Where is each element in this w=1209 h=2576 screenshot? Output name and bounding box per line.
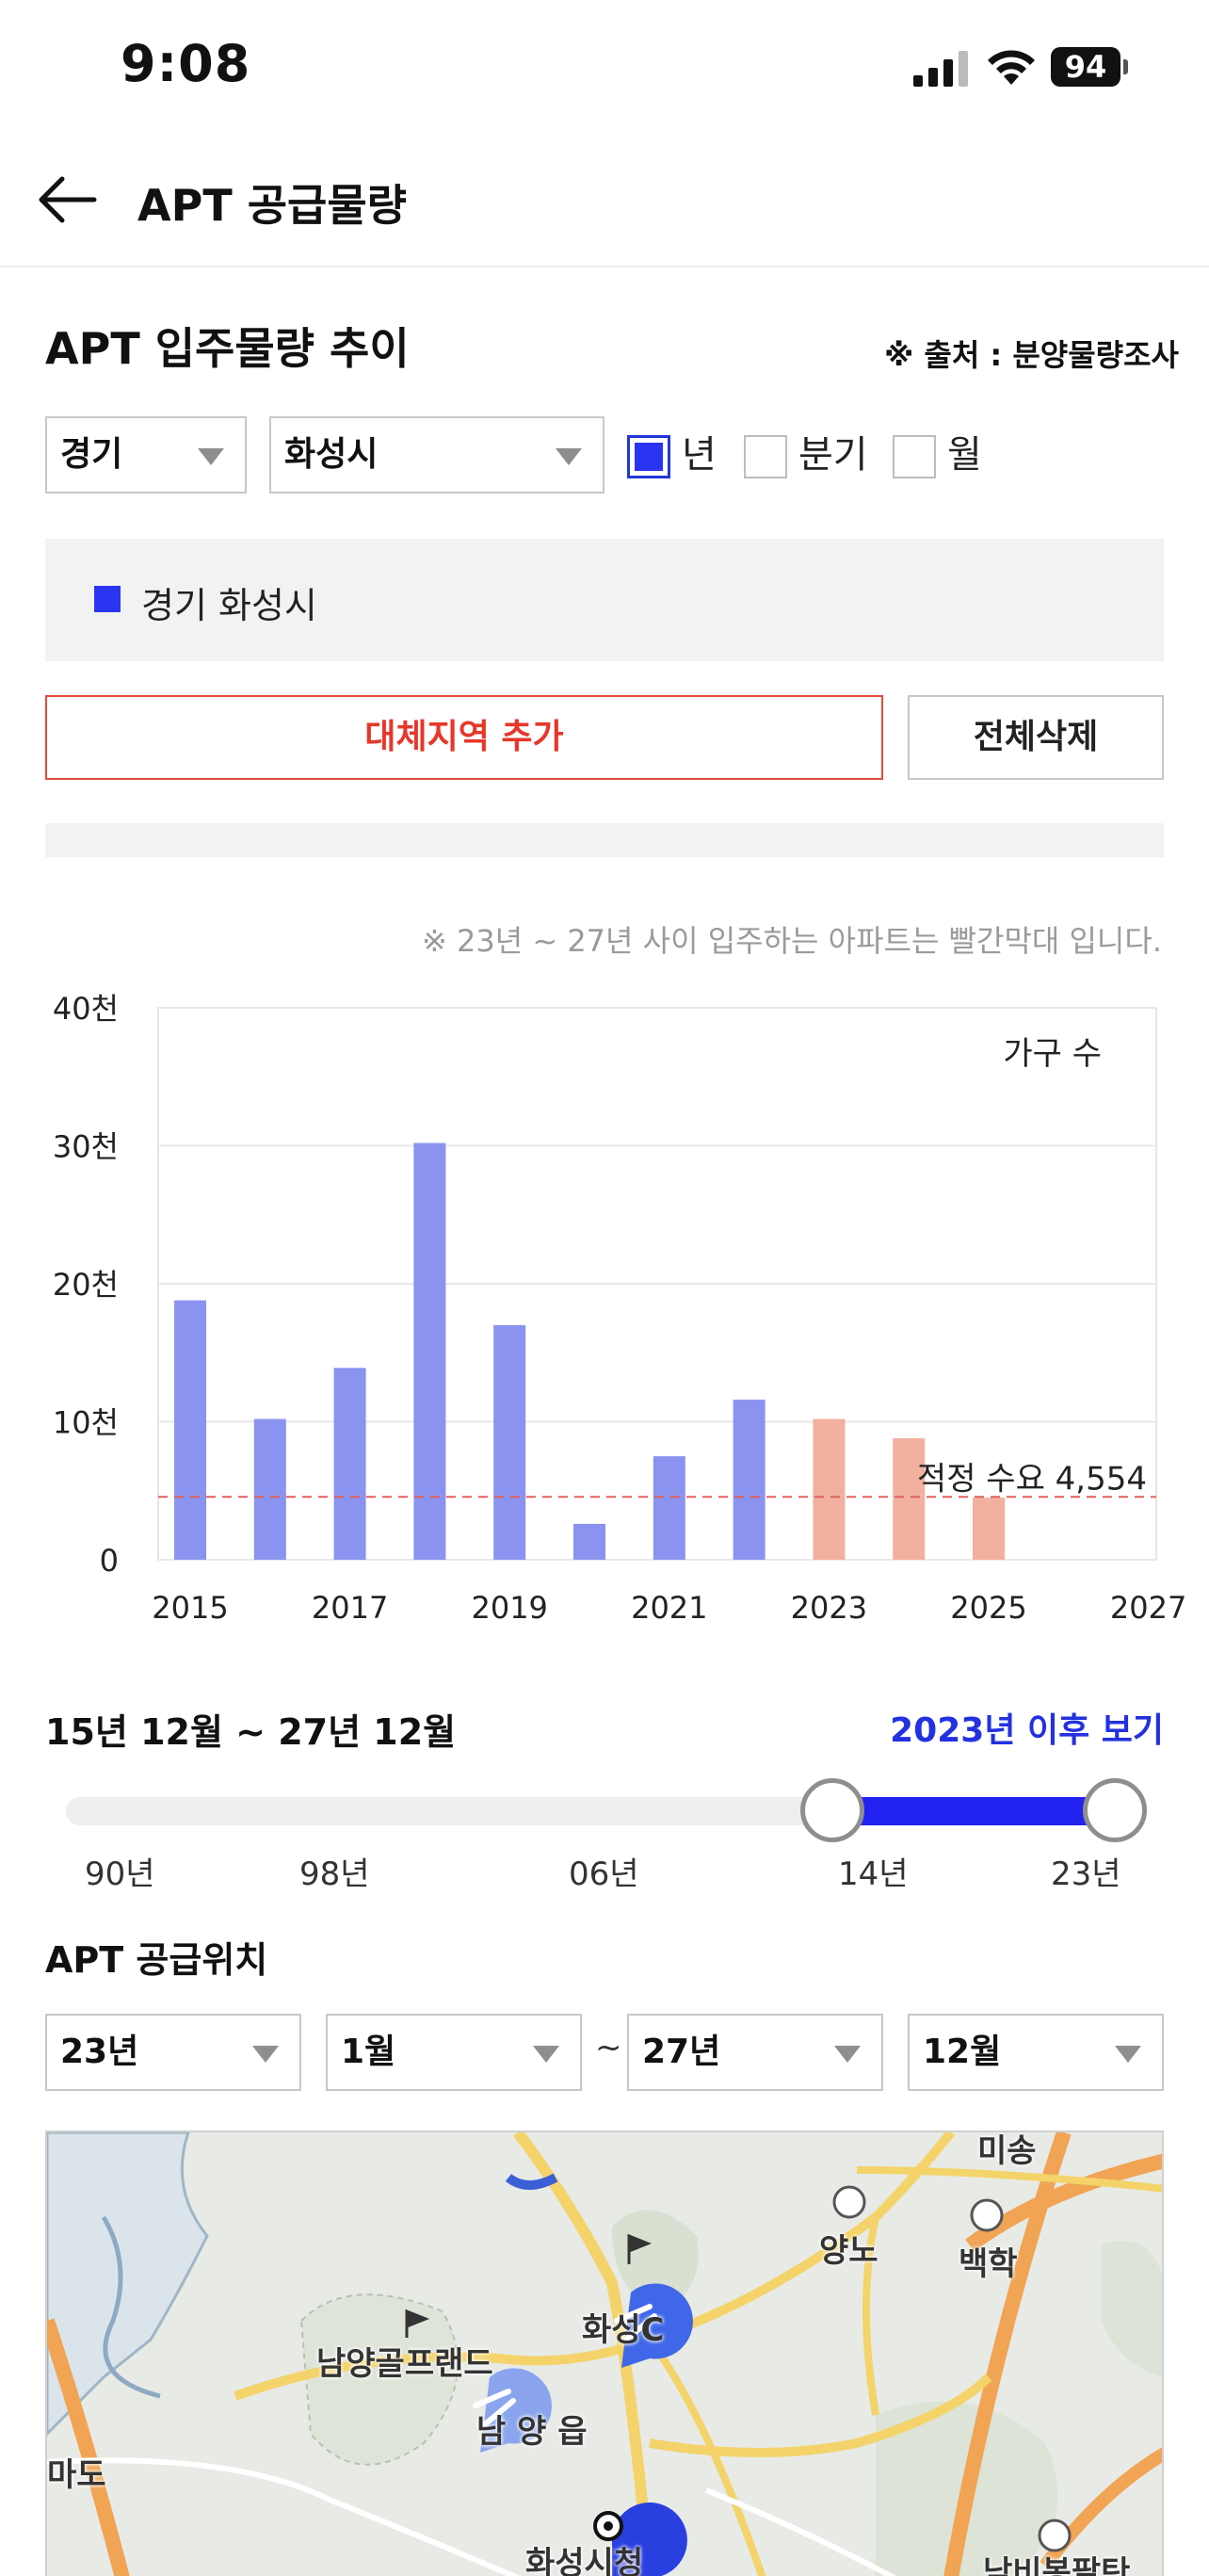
to-month-value: 12월 — [923, 2033, 1002, 2071]
bar — [653, 1456, 685, 1560]
auction-marker-icon — [612, 2503, 687, 2576]
bar — [493, 1324, 526, 1560]
period-option-label: 월 — [947, 433, 982, 477]
map-place-label: 미송 — [977, 2132, 1037, 2170]
reference-line-label: 적정 수요 4,554 — [917, 1460, 1147, 1498]
bar — [973, 1498, 1005, 1560]
to-year-select[interactable]: 27년 — [627, 2014, 883, 2091]
province-select-value: 경기 — [60, 435, 123, 474]
legend-swatch — [94, 586, 121, 612]
from-year-select[interactable]: 23년 — [45, 2014, 301, 2091]
period-option-label: 분기 — [798, 433, 868, 477]
slider-tick: 06년 — [569, 1855, 639, 1893]
x-tick-label: 2023 — [791, 1590, 867, 1626]
chevron-down-icon — [834, 2046, 861, 2063]
from-month-value: 1월 — [341, 2033, 396, 2071]
status-time: 9:08 — [121, 34, 251, 93]
y-axis-label: 가구 수 — [1003, 1035, 1102, 1073]
range-separator: ~ — [595, 2029, 622, 2066]
period-option-label: 년 — [682, 433, 717, 477]
x-tick-label: 2025 — [950, 1590, 1026, 1626]
x-tick-label: 2019 — [471, 1590, 547, 1626]
add-region-button[interactable]: 대체지역 추가 — [45, 695, 883, 780]
header: APT 공급물량 — [0, 132, 1209, 267]
province-select[interactable]: 경기 — [45, 416, 247, 494]
range-slider-fill — [832, 1797, 1115, 1825]
city-select-value: 화성시 — [284, 435, 379, 474]
auction-marker-icon — [614, 2283, 693, 2368]
y-tick-label: 0 — [100, 1543, 119, 1579]
bar — [174, 1300, 206, 1560]
page-title: APT 공급물량 — [137, 180, 407, 231]
divider-strip — [45, 823, 1164, 857]
y-tick-label: 30천 — [53, 1129, 119, 1165]
range-slider-end-handle[interactable] — [1083, 1778, 1147, 1842]
bar — [733, 1400, 766, 1560]
bar — [253, 1418, 286, 1560]
selected-regions: 경기 화성시 — [45, 539, 1164, 661]
map-place-label: 남비봉팔탄 — [983, 2554, 1131, 2576]
battery-level: 94 — [1051, 47, 1120, 87]
x-tick-label: 2015 — [152, 1590, 228, 1626]
map-place-label: 화성시청 — [525, 2545, 644, 2576]
x-tick-label: 2027 — [1110, 1590, 1186, 1626]
chevron-down-icon — [198, 448, 224, 465]
map-place-label: 화성C — [582, 2311, 665, 2349]
city-select[interactable]: 화성시 — [269, 416, 604, 494]
map-canvas — [47, 2132, 1162, 2576]
slider-tick: 90년 — [85, 1855, 155, 1893]
year-checkbox[interactable] — [627, 435, 670, 478]
clear-all-button[interactable]: 전체삭제 — [908, 695, 1164, 780]
map-place-label: 백학 — [959, 2245, 1018, 2283]
section-title: APT 입주물량 추이 — [45, 323, 410, 374]
chevron-down-icon — [252, 2046, 279, 2063]
map-place-label: 남양골프랜드 — [316, 2345, 493, 2383]
slider-tick: 14년 — [838, 1855, 909, 1893]
map-place-label: 남 양 읍 — [476, 2413, 588, 2451]
from-month-select[interactable]: 1월 — [326, 2014, 582, 2091]
back-arrow-icon[interactable] — [34, 171, 100, 228]
bar — [573, 1523, 605, 1560]
bar — [813, 1418, 846, 1560]
chevron-down-icon — [533, 2046, 559, 2063]
from-year-value: 23년 — [60, 2033, 139, 2071]
bar — [333, 1368, 366, 1560]
range-text: 15년 12월 ~ 27년 12월 — [45, 1711, 457, 1753]
to-month-select[interactable]: 12월 — [908, 2014, 1164, 2091]
month-checkbox[interactable] — [893, 435, 936, 478]
chevron-down-icon — [1115, 2046, 1141, 2063]
chevron-down-icon — [556, 448, 582, 465]
legend-label: 경기 화성시 — [141, 585, 317, 626]
to-year-value: 27년 — [642, 2033, 721, 2071]
bar — [893, 1438, 926, 1560]
supply-location-map[interactable]: 남양골프랜드 남 양 읍 마도 양노 백학 화성C 화성시청 남비봉팔탄 미송 — [45, 2130, 1164, 2576]
bar — [413, 1142, 446, 1560]
cellular-signal-icon — [913, 51, 968, 87]
wifi-icon — [988, 50, 1035, 85]
slider-tick: 98년 — [299, 1855, 370, 1893]
source-note: ※ 출처 : 분양물량조사 — [884, 337, 1179, 373]
y-tick-label: 20천 — [53, 1267, 119, 1303]
y-tick-label: 40천 — [53, 991, 119, 1027]
map-place-label: 양노 — [819, 2232, 879, 2270]
slider-tick: 23년 — [1051, 1855, 1121, 1893]
supply-bar-chart: 0 10천 20천 30천 40천 2015 2017 2019 2021 2023 2025 202… — [53, 991, 1186, 1626]
x-tick-label: 2021 — [631, 1590, 707, 1626]
y-tick-label: 10천 — [53, 1405, 119, 1441]
auction-marker-icon — [473, 2368, 552, 2453]
range-slider-start-handle[interactable] — [800, 1778, 864, 1842]
view-after-2023-link[interactable]: 2023년 이후 보기 — [890, 1711, 1164, 1750]
x-tick-label: 2017 — [312, 1590, 388, 1626]
status-bar: 9:08 94 — [0, 0, 1209, 132]
map-place-label: 마도 — [47, 2456, 106, 2494]
battery-icon: 94 — [1051, 47, 1128, 87]
chart-note: ※ 23년 ~ 27년 사이 입주하는 아파트는 빨간막대 입니다. — [422, 923, 1162, 959]
quarter-checkbox[interactable] — [744, 435, 787, 478]
location-section-title: APT 공급위치 — [45, 1939, 268, 1981]
